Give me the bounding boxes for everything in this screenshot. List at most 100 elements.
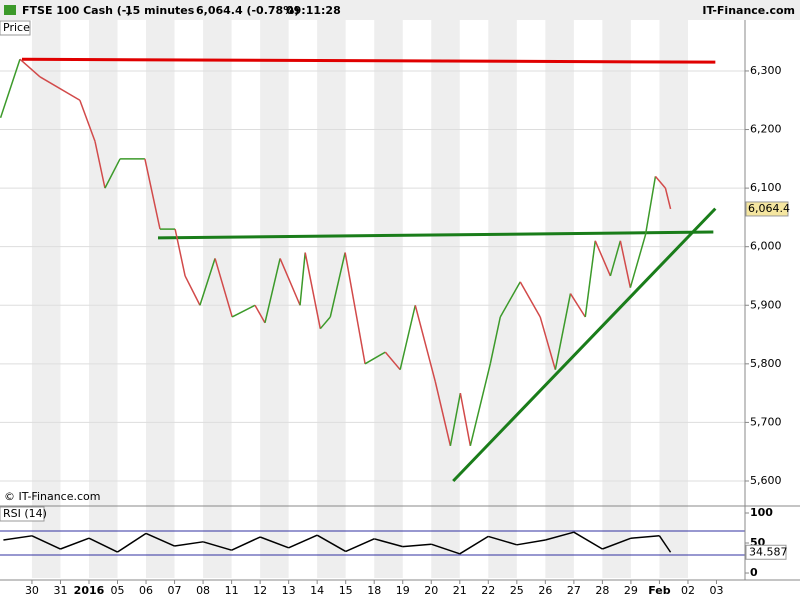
price-segment [629,234,647,288]
price-segment [279,258,301,306]
x-tick-label: 15 [339,584,353,597]
y-tick-label: 0 [750,566,758,579]
price-segment [545,531,575,541]
price-segment [31,535,61,550]
x-tick-label: 21 [453,584,467,597]
time: 09:11:28 [286,4,341,17]
x-tick-label: 11 [225,584,239,597]
day-stripe [602,20,631,578]
last-rsi-label: 34.587 [749,545,788,558]
price-segment [519,281,541,318]
last-price-label: 6,064.4 [748,202,790,215]
price-segment [459,535,489,555]
price-segment [489,316,502,364]
day-stripe [260,20,289,578]
price-segment [664,187,672,210]
price-segment [434,381,452,447]
x-tick-label: 19 [396,584,410,597]
price-segment [0,59,21,119]
x-tick-label: 14 [310,584,324,597]
price-segment [499,281,521,318]
price-segment [264,258,281,324]
y-tick-label: 5,600 [750,474,782,487]
price-segment [619,240,632,288]
x-tick-label: 05 [111,584,125,597]
price-segment [214,258,233,318]
y-tick-label: 6,000 [750,240,782,253]
x-tick-label: 12 [253,584,267,597]
x-tick-label: 29 [624,584,638,597]
price-segment [374,538,403,548]
price-segment [414,305,436,382]
y-tick-label: 100 [750,506,773,519]
price-segment [117,532,147,553]
price-segment [231,304,256,318]
y-tick-label: 6,100 [750,181,782,194]
price-segment [449,392,462,446]
price-segment [459,392,472,446]
price-segment [384,351,401,371]
x-tick-label: 13 [282,584,296,597]
x-tick-label: 28 [595,584,609,597]
day-stripe [31,20,61,578]
price-segment [199,258,216,306]
x-tick-label: 18 [367,584,381,597]
header-bar [0,0,800,20]
price-segment [344,252,366,364]
price-segment [319,316,331,330]
price-segment [399,305,417,370]
price-segment [104,158,121,189]
header-icon [4,5,16,15]
trendline [157,230,714,240]
price-segment [145,532,175,547]
price-segment [259,536,289,549]
panel-label-box [0,506,45,522]
price-segment [488,535,518,546]
quote: 6,064.4 (-0.78%) [196,4,299,17]
price-segment [174,228,186,277]
price-segment [345,538,375,553]
price-segment [288,534,318,549]
y-tick-label: 6,200 [750,123,782,136]
instrument: FTSE 100 Cash (-) [22,4,131,17]
plot: 30 31 2016 05 06 07 08 11 12 13 14 15 18 19 20 21 22 25 26… [0,20,790,597]
price-segment [304,252,322,329]
price-segment [79,99,96,142]
price-segment [431,543,461,555]
price-segment [254,304,266,324]
price-segment [569,293,586,318]
day-stripe [488,20,517,578]
day-stripe [88,20,118,578]
y-tick-label: 5,800 [750,357,782,370]
watermark: © IT-Finance.com [4,490,101,503]
x-tick-label: Feb [648,584,671,597]
price-segment [202,541,232,551]
price-segment [539,316,557,370]
price-segment [573,531,603,550]
price-segment [658,535,672,553]
price-segment [316,534,347,553]
price-segment [469,363,492,447]
day-stripe [317,20,346,578]
price-segment [554,293,572,370]
price-segment [19,58,41,78]
x-tick-label: 2016 [74,584,105,597]
day-stripe [659,20,688,578]
x-tick-label: 26 [538,584,552,597]
price-segment [60,537,90,550]
price-segment [329,252,346,318]
y-tick-label: 6,300 [750,64,782,77]
interval: 15 minutes [125,4,195,17]
trendline [21,57,716,64]
x-tick-label: 27 [567,584,581,597]
price-segment [654,175,666,189]
price-segment [584,240,597,318]
price-segment [231,536,261,551]
price-segment [88,537,118,553]
panel-label-box [0,20,31,36]
panel-label: Price [3,21,30,34]
price-segment [364,351,386,365]
price-segment [3,535,33,541]
x-tick-label: 22 [481,584,495,597]
